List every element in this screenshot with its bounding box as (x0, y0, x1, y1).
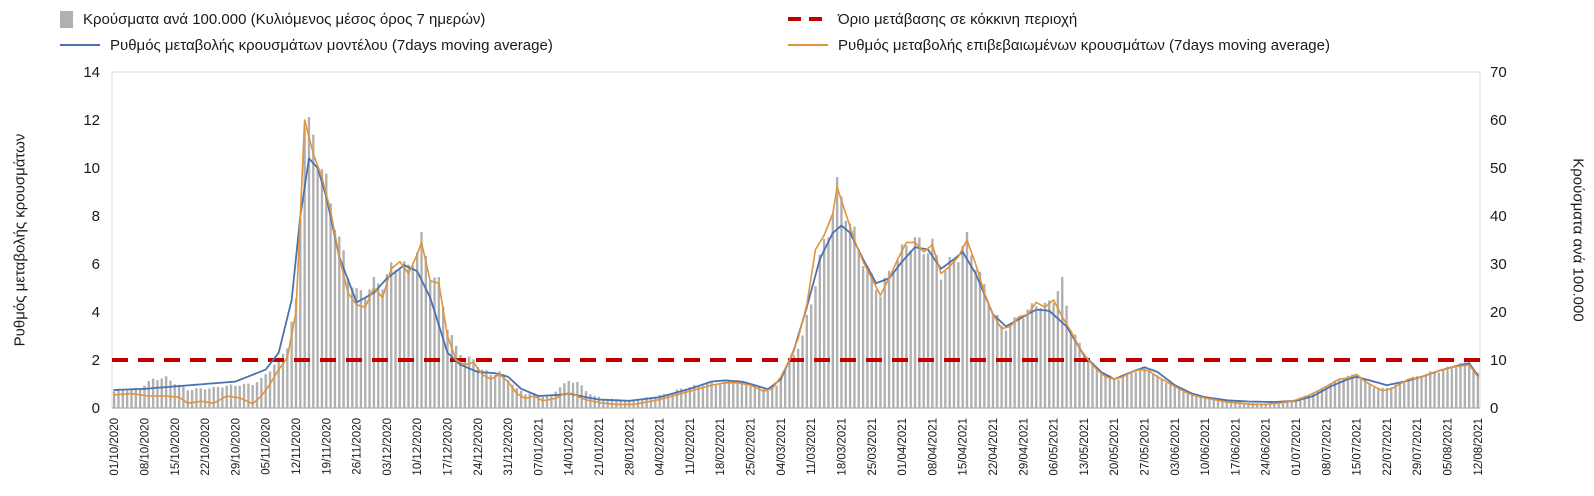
legend-label-bars: Κρούσματα ανά 100.000 (Κυλιόμενος μέσος … (83, 10, 486, 28)
svg-text:10/06/2021: 10/06/2021 (1200, 418, 1212, 476)
svg-text:10: 10 (1490, 352, 1507, 369)
legend-item-confirmed-line: Ρυθμός μεταβολής επιβεβαιωμένων κρουσμάτ… (788, 34, 1330, 56)
legend-item-model-line: Ρυθμός μεταβολής κρουσμάτων μοντέλου (7d… (60, 34, 553, 56)
svg-text:40: 40 (1490, 208, 1507, 225)
legend-item-threshold: Όριο μετάβασης σε κόκκινη περιοχή (788, 8, 1077, 30)
svg-text:21/01/2021: 21/01/2021 (594, 418, 606, 476)
svg-text:0: 0 (1490, 400, 1498, 417)
svg-text:01/10/2020: 01/10/2020 (109, 418, 121, 476)
svg-text:50: 50 (1490, 160, 1507, 177)
svg-text:08/10/2020: 08/10/2020 (139, 418, 151, 476)
bar-series-swatch (60, 10, 73, 28)
svg-text:17/06/2021: 17/06/2021 (1230, 418, 1242, 476)
svg-text:18/03/2021: 18/03/2021 (836, 418, 848, 476)
svg-text:14/01/2021: 14/01/2021 (564, 418, 576, 476)
svg-text:24/12/2020: 24/12/2020 (473, 418, 485, 476)
svg-text:19/11/2020: 19/11/2020 (321, 418, 333, 475)
svg-text:07/01/2021: 07/01/2021 (533, 418, 545, 476)
svg-text:08/07/2021: 08/07/2021 (1321, 418, 1333, 476)
svg-text:60: 60 (1490, 112, 1507, 129)
svg-text:8: 8 (92, 208, 100, 225)
legend-label-threshold: Όριο μετάβασης σε κόκκινη περιοχή (838, 10, 1078, 28)
confirmed-line-swatch (788, 44, 828, 46)
legend-item-bars: Κρούσματα ανά 100.000 (Κυλιόμενος μέσος … (60, 8, 485, 30)
svg-text:01/07/2021: 01/07/2021 (1291, 418, 1303, 476)
legend: Κρούσματα ανά 100.000 (Κυλιόμενος μέσος … (0, 0, 1594, 64)
svg-text:05/08/2021: 05/08/2021 (1443, 418, 1455, 476)
svg-text:12/11/2020: 12/11/2020 (291, 418, 303, 475)
svg-text:03/06/2021: 03/06/2021 (1170, 418, 1182, 476)
svg-text:11/02/2021: 11/02/2021 (685, 418, 697, 475)
svg-text:22/10/2020: 22/10/2020 (200, 418, 212, 476)
svg-text:20: 20 (1490, 304, 1507, 321)
svg-text:08/04/2021: 08/04/2021 (927, 418, 939, 476)
svg-text:04/03/2021: 04/03/2021 (776, 418, 788, 476)
svg-text:27/05/2021: 27/05/2021 (1139, 418, 1151, 476)
svg-text:29/10/2020: 29/10/2020 (230, 418, 242, 476)
svg-text:70: 70 (1490, 64, 1507, 81)
svg-text:4: 4 (92, 304, 100, 321)
svg-text:24/06/2021: 24/06/2021 (1261, 418, 1273, 476)
svg-text:01/04/2021: 01/04/2021 (897, 418, 909, 476)
legend-label-model-line: Ρυθμός μεταβολής κρουσμάτων μοντέλου (7d… (110, 36, 553, 54)
svg-text:28/01/2021: 28/01/2021 (624, 418, 636, 476)
svg-text:15/04/2021: 15/04/2021 (958, 418, 970, 476)
x-axis-ticks: 01/10/2020 08/10/2020 15/10/2020 22/10/2020… (109, 418, 1485, 476)
svg-text:22/04/2021: 22/04/2021 (988, 418, 1000, 476)
svg-text:15/10/2020: 15/10/2020 (170, 418, 182, 476)
svg-text:10/12/2020: 10/12/2020 (412, 418, 424, 476)
svg-text:11/03/2021: 11/03/2021 (806, 418, 818, 475)
svg-text:04/02/2021: 04/02/2021 (655, 418, 667, 476)
svg-text:05/11/2020: 05/11/2020 (261, 418, 273, 475)
model-line-swatch (60, 44, 100, 46)
svg-text:29/07/2021: 29/07/2021 (1412, 418, 1424, 476)
svg-text:26/11/2020: 26/11/2020 (352, 418, 364, 475)
svg-text:13/05/2021: 13/05/2021 (1079, 418, 1091, 476)
svg-text:14: 14 (83, 64, 100, 81)
right-axis-ticks: 0 10 20 30 40 50 60 70 (1490, 64, 1507, 417)
bars-series (112, 117, 1480, 408)
confirmed-line-series (113, 119, 1479, 406)
svg-text:31/12/2020: 31/12/2020 (503, 418, 515, 476)
threshold-swatch (788, 17, 828, 21)
svg-text:10: 10 (83, 160, 100, 177)
legend-label-confirmed-line: Ρυθμός μεταβολής επιβεβαιωμένων κρουσμάτ… (838, 36, 1330, 54)
svg-text:2: 2 (92, 352, 100, 369)
svg-text:17/12/2020: 17/12/2020 (443, 418, 455, 476)
svg-text:15/07/2021: 15/07/2021 (1352, 418, 1364, 476)
svg-text:25/02/2021: 25/02/2021 (746, 418, 758, 476)
svg-text:29/04/2021: 29/04/2021 (1018, 418, 1030, 476)
svg-text:03/12/2020: 03/12/2020 (382, 418, 394, 476)
svg-text:6: 6 (92, 256, 100, 273)
svg-text:25/03/2021: 25/03/2021 (867, 418, 879, 476)
svg-text:30: 30 (1490, 256, 1507, 273)
svg-text:0: 0 (92, 400, 100, 417)
svg-text:18/02/2021: 18/02/2021 (715, 418, 727, 476)
svg-text:20/05/2021: 20/05/2021 (1109, 418, 1121, 476)
svg-text:06/05/2021: 06/05/2021 (1049, 418, 1061, 476)
left-axis-ticks: 0 2 4 6 8 10 12 14 (83, 64, 100, 417)
svg-text:12/08/2021: 12/08/2021 (1473, 418, 1485, 476)
svg-text:12: 12 (83, 112, 100, 129)
svg-text:22/07/2021: 22/07/2021 (1382, 418, 1394, 476)
